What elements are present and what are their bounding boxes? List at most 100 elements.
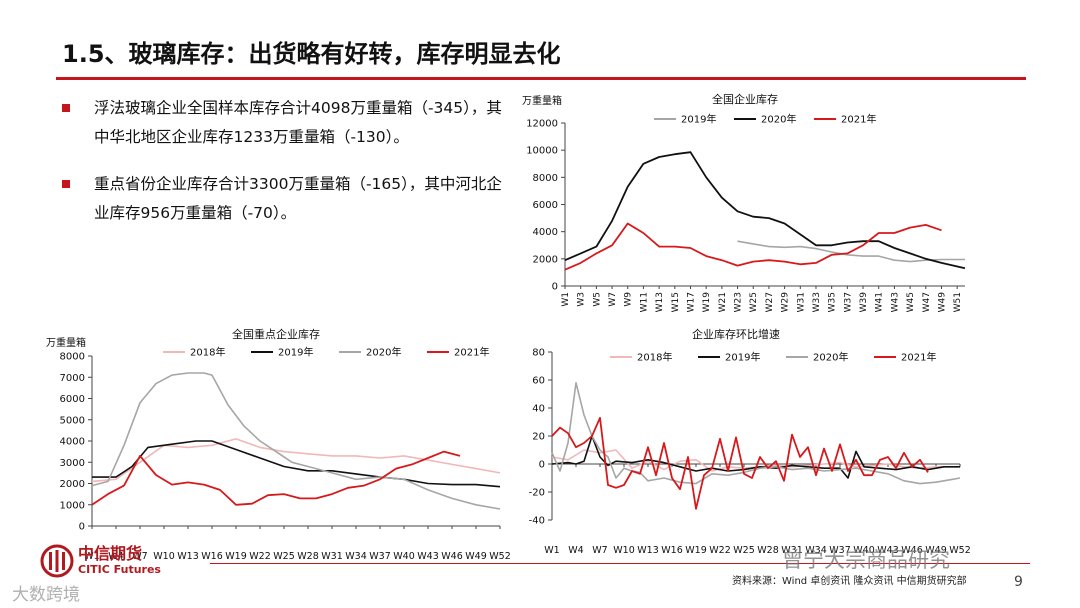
x-tick-label: W1 xyxy=(544,545,559,556)
x-tick-label: W10 xyxy=(153,551,174,562)
x-tick-label: W25 xyxy=(273,551,294,562)
y-tick-label: 7000 xyxy=(60,373,85,384)
legend-label: 2020年 xyxy=(761,113,796,126)
source-note: 资料来源：Wind 卓创资讯 隆众资讯 中信期货研究部 xyxy=(732,576,967,587)
title-divider xyxy=(56,77,1026,80)
x-tick-label: W16 xyxy=(201,551,222,562)
x-tick-label: W3 xyxy=(577,292,587,307)
x-tick-label: W1 xyxy=(84,551,99,562)
x-tick-label: W49 xyxy=(937,292,947,313)
legend-label: 2018年 xyxy=(637,351,672,364)
x-tick-label: W10 xyxy=(613,545,634,556)
y-tick-label: 40 xyxy=(532,404,545,415)
y-tick-label: -40 xyxy=(529,516,545,527)
y-tick-label: 0 xyxy=(79,522,85,533)
bullet-text: 重点省份企业库存合计3300万重量箱（-165），其中河北企业库存956万重量箱… xyxy=(94,175,502,222)
x-tick-label: W4 xyxy=(568,545,583,556)
x-tick-label: W5 xyxy=(592,292,602,307)
y-tick-label: 0 xyxy=(539,460,545,471)
x-tick-label: W45 xyxy=(906,292,916,312)
bullet-list: 浮法玻璃企业全国样本库存合计4098万重量箱（-345），其中华北地区企业库存1… xyxy=(62,94,512,246)
y-tick-label: 3000 xyxy=(60,458,85,469)
y-tick-label: 80 xyxy=(532,348,545,359)
x-tick-label: W4 xyxy=(108,551,123,562)
legend-label: 2018年 xyxy=(190,346,225,359)
legend-label: 2019年 xyxy=(725,351,760,364)
legend-label: 2019年 xyxy=(681,113,716,126)
page-number: 9 xyxy=(1014,574,1023,590)
y-tick-label: 12000 xyxy=(526,119,558,130)
x-tick-label: W22 xyxy=(709,545,730,556)
series-line xyxy=(551,416,929,510)
x-tick-label: W33 xyxy=(812,292,822,312)
x-tick-label: W19 xyxy=(225,551,246,562)
y-tick-label: 2000 xyxy=(533,254,558,265)
y-tick-label: 4000 xyxy=(60,437,85,448)
chart-title: 全国企业库存 xyxy=(712,92,778,106)
x-tick-label: W31 xyxy=(321,551,342,562)
x-tick-label: W31 xyxy=(796,292,806,312)
y-tick-label: 60 xyxy=(532,376,545,387)
x-tick-label: W43 xyxy=(890,292,900,312)
legend-label: 2021年 xyxy=(841,113,876,126)
series-line xyxy=(91,438,501,483)
series-line xyxy=(91,372,501,510)
bullet-item: 重点省份企业库存合计3300万重量箱（-165），其中河北企业库存956万重量箱… xyxy=(62,170,512,228)
footer-divider xyxy=(210,563,1030,564)
y-tick-label: 20 xyxy=(532,432,545,443)
y-tick-label: 10000 xyxy=(526,146,558,157)
y-tick-label: 0 xyxy=(552,282,558,293)
legend-label: 2020年 xyxy=(366,346,401,359)
x-tick-label: W31 xyxy=(781,545,802,556)
y-tick-label: 6000 xyxy=(60,394,85,405)
legend-label: 2021年 xyxy=(454,346,489,359)
page-title: 1.5、玻璃库存：出货略有好转，库存明显去化 xyxy=(62,40,561,68)
logo-text-en: CITIC Futures xyxy=(78,563,161,576)
series-line xyxy=(551,435,960,479)
x-tick-label: W52 xyxy=(489,551,510,562)
chart-title: 企业库存环比增速 xyxy=(692,327,780,341)
x-tick-label: W49 xyxy=(925,545,946,556)
x-tick-label: W7 xyxy=(608,292,618,307)
y-tick-label: 2000 xyxy=(60,479,85,490)
y-tick-label: 8000 xyxy=(533,173,558,184)
series-line xyxy=(737,240,965,263)
x-tick-label: W25 xyxy=(749,292,759,312)
x-tick-label: W28 xyxy=(757,545,778,556)
x-tick-label: W51 xyxy=(953,292,963,312)
citic-logo: 中信期货 CITIC Futures xyxy=(40,544,161,578)
x-tick-label: W35 xyxy=(828,292,838,312)
x-tick-label: W7 xyxy=(592,545,607,556)
y-tick-label: 1000 xyxy=(60,500,85,511)
x-tick-label: W52 xyxy=(949,545,970,556)
citic-logo-icon xyxy=(40,544,74,578)
y-axis-label: 万重量箱 xyxy=(46,336,86,349)
watermark-left: 大数跨境 xyxy=(12,585,80,605)
x-tick-label: W13 xyxy=(177,551,198,562)
chart-title: 全国重点企业库存 xyxy=(232,327,320,341)
x-tick-label: W43 xyxy=(417,551,438,562)
series-line xyxy=(92,440,501,488)
x-tick-label: W34 xyxy=(345,551,366,562)
y-axis-label: 万重量箱 xyxy=(522,94,562,107)
x-tick-label: W22 xyxy=(249,551,270,562)
x-tick-label: W15 xyxy=(671,292,681,312)
x-tick-label: W9 xyxy=(624,292,634,307)
y-tick-label: -20 xyxy=(529,488,545,499)
watermark-right: 曾宁大宗商品研究 xyxy=(782,548,950,572)
x-tick-label: W34 xyxy=(805,545,826,556)
y-tick-label: 5000 xyxy=(60,415,85,426)
bullet-text: 浮法玻璃企业全国样本库存合计4098万重量箱（-345），其中华北地区企业库存1… xyxy=(94,99,502,146)
x-tick-label: W29 xyxy=(781,292,791,313)
x-tick-label: W37 xyxy=(843,292,853,312)
chart-inventory-wow-growth: 企业库存环比增速 2018年 2019年 2020年 2021年 -40 -20 0 20 40 6… xyxy=(529,327,971,556)
x-tick-label: W25 xyxy=(733,545,754,556)
legend-label: 2020年 xyxy=(813,351,848,364)
series-line xyxy=(564,151,966,270)
x-tick-label: W46 xyxy=(901,545,922,556)
bullet-square-icon xyxy=(62,180,70,188)
x-tick-label: W39 xyxy=(859,292,869,313)
x-tick-label: W11 xyxy=(639,292,649,312)
series-line xyxy=(551,382,961,485)
